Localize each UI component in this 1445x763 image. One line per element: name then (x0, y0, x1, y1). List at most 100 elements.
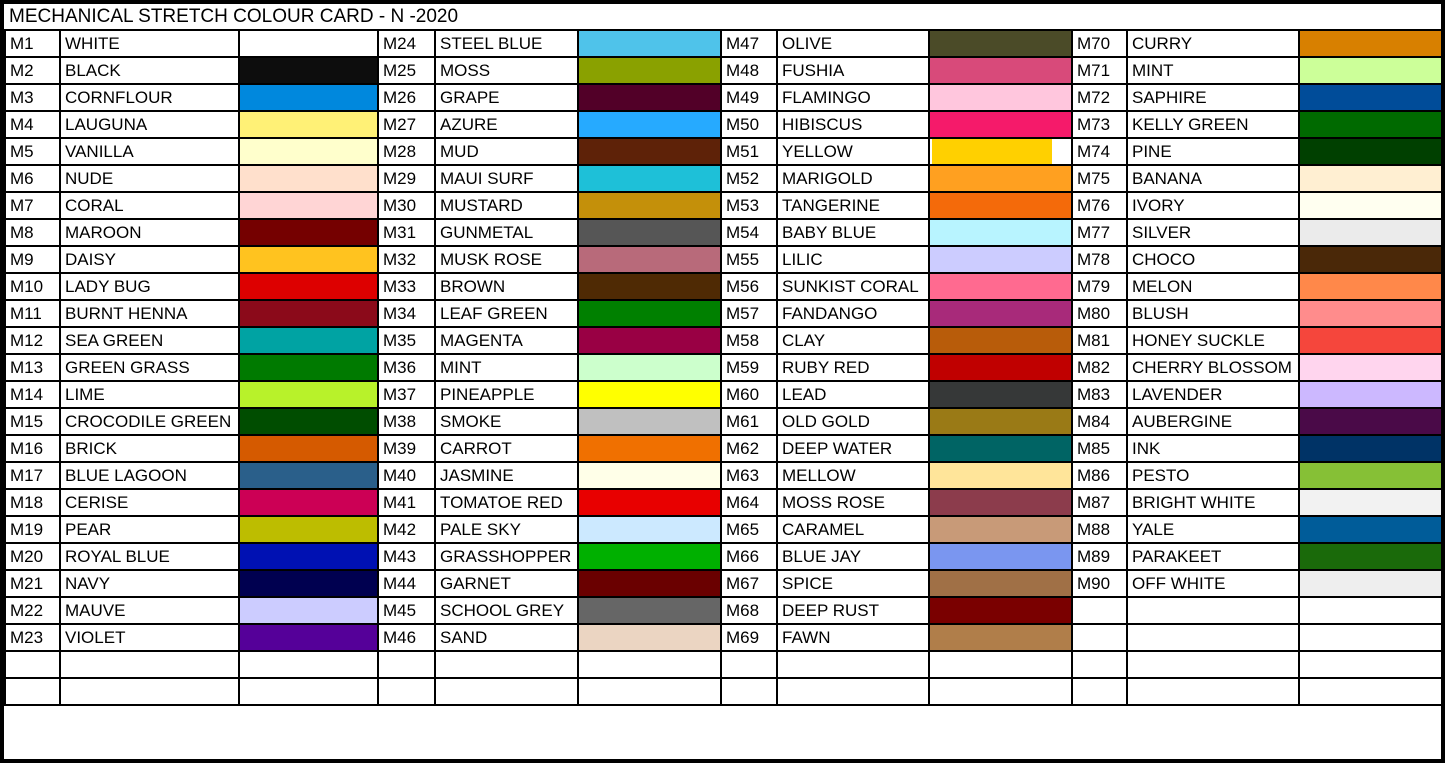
swatch-fill (1301, 221, 1441, 244)
colour-swatch (577, 596, 722, 625)
colour-swatch (238, 164, 379, 193)
colour-name: VIOLET (59, 623, 240, 652)
colour-name: MARIGOLD (776, 164, 930, 193)
colour-name: SILVER (1126, 218, 1300, 247)
colour-name: MINT (1126, 56, 1300, 85)
colour-swatch (928, 191, 1073, 220)
swatch-fill (241, 248, 376, 271)
colour-code (377, 677, 436, 706)
colour-swatch (928, 218, 1073, 247)
colour-code: M48 (720, 56, 778, 85)
colour-code: M21 (4, 569, 61, 598)
swatch-fill (1301, 275, 1441, 298)
swatch-fill (1301, 113, 1441, 136)
colour-code: M6 (4, 164, 61, 193)
colour-name: BURNT HENNA (59, 299, 240, 328)
colour-swatch (238, 434, 379, 463)
colour-name: MOSS ROSE (776, 488, 930, 517)
table-row (4, 650, 1444, 679)
swatch-fill (241, 410, 376, 433)
colour-swatch (1297, 83, 1444, 112)
colour-swatch (238, 137, 379, 166)
swatch-fill (1301, 329, 1441, 352)
colour-name (776, 650, 930, 679)
colour-swatch (238, 380, 379, 409)
colour-code: M29 (377, 164, 436, 193)
swatch-fill (241, 275, 376, 298)
colour-name: YALE (1126, 515, 1300, 544)
swatch-fill (241, 572, 376, 595)
colour-swatch (1297, 191, 1444, 220)
swatch-fill (580, 167, 719, 190)
colour-code: M60 (720, 380, 778, 409)
swatch-fill (241, 464, 376, 487)
swatch-fill (580, 572, 719, 595)
colour-name: IVORY (1126, 191, 1300, 220)
colour-code (1071, 596, 1128, 625)
swatch-fill (1301, 194, 1441, 217)
colour-swatch (928, 272, 1073, 301)
swatch-fill (1301, 410, 1441, 433)
swatch-fill (1301, 302, 1441, 325)
colour-code: M35 (377, 326, 436, 355)
colour-code: M64 (720, 488, 778, 517)
colour-name: YELLOW (776, 137, 930, 166)
colour-name: CURRY (1126, 29, 1300, 58)
swatch-fill (931, 599, 1070, 622)
colour-name: FANDANGO (776, 299, 930, 328)
colour-name (1126, 596, 1300, 625)
table-row: M19 PEAR M42 PALE SKY M65 CARAMEL M88 YALE (4, 515, 1444, 544)
colour-name: MUD (434, 137, 579, 166)
colour-swatch (577, 299, 722, 328)
colour-code: M56 (720, 272, 778, 301)
colour-name: TANGERINE (776, 191, 930, 220)
colour-code: M81 (1071, 326, 1128, 355)
colour-swatch (238, 596, 379, 625)
colour-code: M38 (377, 407, 436, 436)
swatch-fill (1301, 140, 1441, 163)
colour-swatch (238, 515, 379, 544)
colour-swatch (1297, 299, 1444, 328)
colour-swatch (577, 407, 722, 436)
colour-code: M3 (4, 83, 61, 112)
colour-code: M24 (377, 29, 436, 58)
colour-code: M73 (1071, 110, 1128, 139)
colour-name: NAVY (59, 569, 240, 598)
colour-swatch (577, 83, 722, 112)
colour-code: M8 (4, 218, 61, 247)
colour-name: CORNFLOUR (59, 83, 240, 112)
colour-code: M41 (377, 488, 436, 517)
colour-name: DAISY (59, 245, 240, 274)
colour-name: MAUI SURF (434, 164, 579, 193)
table-row (4, 677, 1444, 706)
swatch-fill (241, 86, 376, 109)
swatch-fill (931, 221, 1070, 244)
colour-name: FUSHIA (776, 56, 930, 85)
colour-code: M9 (4, 245, 61, 274)
colour-code: M45 (377, 596, 436, 625)
colour-name: MINT (434, 353, 579, 382)
colour-name: ROYAL BLUE (59, 542, 240, 571)
colour-name: CHERRY BLOSSOM (1126, 353, 1300, 382)
colour-swatch (928, 353, 1073, 382)
colour-name: FLAMINGO (776, 83, 930, 112)
swatch-fill (241, 383, 376, 406)
colour-swatch (238, 272, 379, 301)
colour-name: GRAPE (434, 83, 579, 112)
colour-code: M26 (377, 83, 436, 112)
colour-swatch (1297, 29, 1444, 58)
colour-code (1071, 650, 1128, 679)
swatch-fill (1301, 248, 1441, 271)
colour-name: SPICE (776, 569, 930, 598)
colour-code: M16 (4, 434, 61, 463)
table-row: M6 NUDE M29 MAUI SURF M52 MARIGOLD M75 BANANA (4, 164, 1444, 193)
colour-name: LADY BUG (59, 272, 240, 301)
swatch-fill (1301, 32, 1441, 55)
colour-code: M84 (1071, 407, 1128, 436)
swatch-fill (1301, 383, 1441, 406)
colour-swatch (577, 677, 722, 706)
colour-swatch (238, 488, 379, 517)
swatch-fill (241, 329, 376, 352)
colour-name (1126, 623, 1300, 652)
swatch-fill (1301, 572, 1441, 595)
